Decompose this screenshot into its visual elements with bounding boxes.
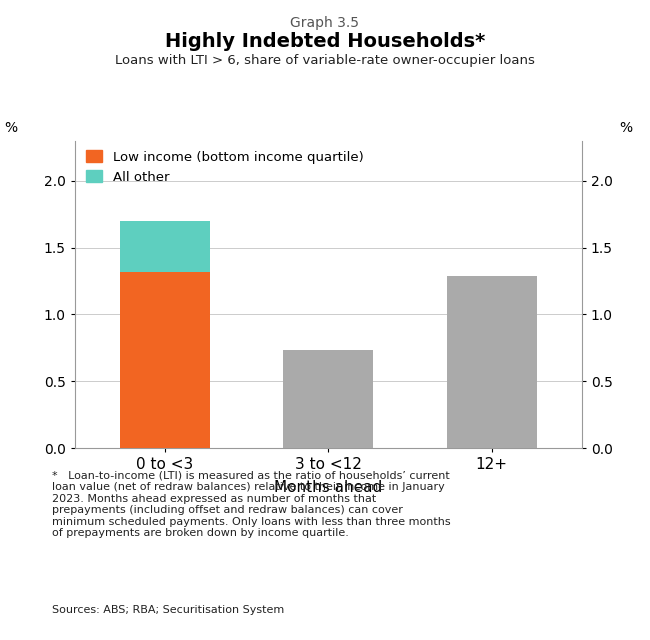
Text: Sources: ABS; RBA; Securitisation System: Sources: ABS; RBA; Securitisation System [52, 605, 284, 615]
Bar [283, 351, 373, 448]
Bar [120, 272, 210, 448]
Text: %: % [4, 121, 17, 134]
Text: %: % [619, 121, 632, 134]
X-axis label: Months ahead: Months ahead [274, 481, 382, 495]
Text: Graph 3.5: Graph 3.5 [291, 16, 359, 30]
Bar [120, 221, 210, 272]
Text: Loans with LTI > 6, share of variable-rate owner-occupier loans: Loans with LTI > 6, share of variable-ra… [115, 54, 535, 67]
Text: *   Loan-to-income (LTI) is measured as the ratio of households’ current
loan va: * Loan-to-income (LTI) is measured as th… [52, 470, 450, 538]
Text: Highly Indebted Households*: Highly Indebted Households* [165, 32, 485, 51]
Legend: Low income (bottom income quartile), All other: Low income (bottom income quartile), All… [86, 150, 363, 184]
Bar [447, 276, 537, 448]
